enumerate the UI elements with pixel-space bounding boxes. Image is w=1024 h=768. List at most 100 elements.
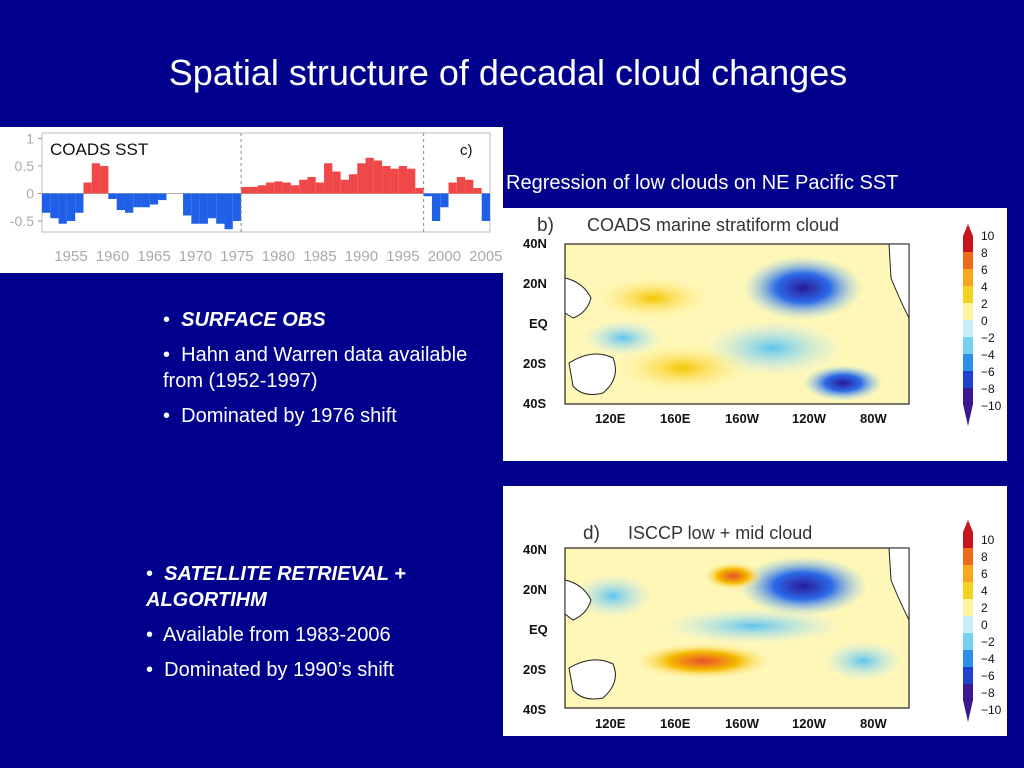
surface-obs-heading-item: • SURFACE OBS bbox=[163, 307, 483, 333]
map-d-lat-1: 20N bbox=[523, 582, 547, 597]
bar bbox=[315, 182, 325, 194]
map-b-lon-4: 80W bbox=[860, 411, 887, 426]
map-d-lat-0: 40N bbox=[523, 542, 547, 557]
map-b-lon-0: 120E bbox=[595, 411, 626, 426]
y-tick-label: 1 bbox=[26, 131, 34, 147]
bar bbox=[149, 193, 159, 205]
map-d-lon-3: 120W bbox=[792, 716, 827, 731]
map-b-cb-tick-0: 10 bbox=[981, 229, 995, 243]
bar bbox=[274, 181, 283, 194]
sst-timeseries-panel: COADS SST c) 1 0.5 0 -0.5 1955 1960 1965 1970 19… bbox=[0, 127, 503, 273]
map-d-lat-2: EQ bbox=[529, 622, 548, 637]
bar bbox=[91, 163, 101, 194]
map-d-title: ISCCP low + mid cloud bbox=[628, 523, 812, 543]
satellite-bullets: • SATELLITE RETRIEVAL + ALGORTIHM • Avai… bbox=[146, 561, 476, 692]
map-b-lon-3: 120W bbox=[792, 411, 827, 426]
bar bbox=[365, 157, 374, 194]
surface-obs-item-text: Dominated by 1976 shift bbox=[181, 405, 397, 427]
map-b-lat-2: EQ bbox=[529, 316, 548, 331]
map-d-cb-tick-8: −6 bbox=[981, 669, 995, 683]
x-tick-label: 1970 bbox=[179, 248, 212, 265]
surface-obs-item: • Hahn and Warren data available from (1… bbox=[163, 342, 483, 394]
bar bbox=[133, 193, 142, 208]
map-b-colorbar bbox=[963, 224, 973, 426]
x-tick-label: 1965 bbox=[137, 248, 170, 265]
bar bbox=[357, 163, 366, 194]
bar bbox=[390, 168, 399, 194]
satellite-item: • Dominated by 1990’s shift bbox=[146, 657, 476, 683]
bar bbox=[423, 193, 432, 197]
satellite-heading: SATELLITE RETRIEVAL + ALGORTIHM bbox=[146, 563, 406, 611]
map-d-cb-tick-0: 10 bbox=[981, 533, 995, 547]
x-tick-label: 1980 bbox=[262, 248, 295, 265]
map-d-colorbar bbox=[963, 520, 973, 722]
map-d-panel-label: d) bbox=[583, 523, 600, 544]
bar bbox=[398, 166, 408, 194]
bar bbox=[191, 193, 200, 224]
map-b-lat-4: 40S bbox=[523, 396, 546, 411]
x-tick-label: 2005 bbox=[469, 248, 502, 265]
bar bbox=[75, 193, 84, 213]
bar bbox=[332, 171, 341, 194]
bar-chart-frame bbox=[41, 132, 491, 233]
bar bbox=[307, 177, 316, 194]
map-b-cb-tick-3: 4 bbox=[981, 280, 988, 294]
map-b-lat-3: 20S bbox=[523, 356, 546, 371]
bar bbox=[456, 177, 466, 194]
bullet-marker: • bbox=[146, 659, 154, 681]
surface-obs-heading: SURFACE OBS bbox=[181, 309, 326, 331]
bar-chart-panel-label: c) bbox=[460, 142, 473, 159]
bar bbox=[324, 163, 333, 194]
bullet-marker: • bbox=[163, 309, 171, 331]
map-b-cb-tick-1: 8 bbox=[981, 246, 988, 260]
map-d-lon-1: 160E bbox=[660, 716, 691, 731]
map-d-lon-2: 160W bbox=[725, 716, 760, 731]
surface-obs-bullets: • SURFACE OBS • Hahn and Warren data ava… bbox=[163, 307, 483, 438]
map-d-cb-tick-7: −4 bbox=[981, 652, 995, 666]
bar bbox=[473, 188, 482, 194]
x-tick-label: 1995 bbox=[386, 248, 419, 265]
x-tick-label: 1975 bbox=[220, 248, 253, 265]
bar bbox=[373, 160, 383, 194]
bar bbox=[216, 193, 225, 224]
bar bbox=[407, 168, 416, 194]
bar bbox=[42, 193, 51, 213]
map-b-cb-tick-4: 2 bbox=[981, 297, 988, 311]
y-tick-label: -0.5 bbox=[10, 213, 34, 229]
bar bbox=[224, 193, 233, 230]
satellite-item: • Available from 1983-2006 bbox=[146, 622, 476, 648]
bar bbox=[241, 186, 250, 194]
surface-obs-item-text: Hahn and Warren data available from (195… bbox=[163, 344, 468, 392]
map-b-title: COADS marine stratiform cloud bbox=[587, 215, 839, 235]
satellite-heading-item: • SATELLITE RETRIEVAL + ALGORTIHM bbox=[146, 561, 476, 613]
map-d-cb-tick-5: 0 bbox=[981, 618, 988, 632]
bar bbox=[299, 179, 308, 194]
map-b-cb-tick-9: −8 bbox=[981, 382, 995, 396]
bar bbox=[141, 193, 150, 208]
map-b-lat-0: 40N bbox=[523, 236, 547, 251]
bar bbox=[257, 185, 266, 194]
map-d-lon-0: 120E bbox=[595, 716, 626, 731]
bar bbox=[481, 193, 490, 221]
bar bbox=[58, 193, 67, 224]
map-d-cb-tick-3: 4 bbox=[981, 584, 988, 598]
surface-obs-item: • Dominated by 1976 shift bbox=[163, 403, 483, 429]
slide-title: Spatial structure of decadal cloud chang… bbox=[168, 52, 848, 93]
bar bbox=[158, 193, 167, 201]
x-tick-label: 1960 bbox=[96, 248, 129, 265]
bar bbox=[440, 193, 449, 208]
bar bbox=[448, 182, 457, 194]
map-b-lon-2: 160W bbox=[725, 411, 760, 426]
map-d-cb-tick-2: 6 bbox=[981, 567, 988, 581]
bar bbox=[66, 193, 76, 221]
bullet-marker: • bbox=[163, 405, 171, 427]
map-b-cb-tick-6: −2 bbox=[981, 331, 995, 345]
map-d-cb-tick-9: −8 bbox=[981, 686, 995, 700]
y-tick-label: 0.5 bbox=[15, 158, 35, 174]
bar bbox=[108, 193, 117, 199]
bar bbox=[232, 193, 242, 221]
bar bbox=[183, 193, 192, 216]
bar bbox=[465, 179, 474, 194]
x-tick-label: 1990 bbox=[345, 248, 378, 265]
map-d-cb-tick-6: −2 bbox=[981, 635, 995, 649]
